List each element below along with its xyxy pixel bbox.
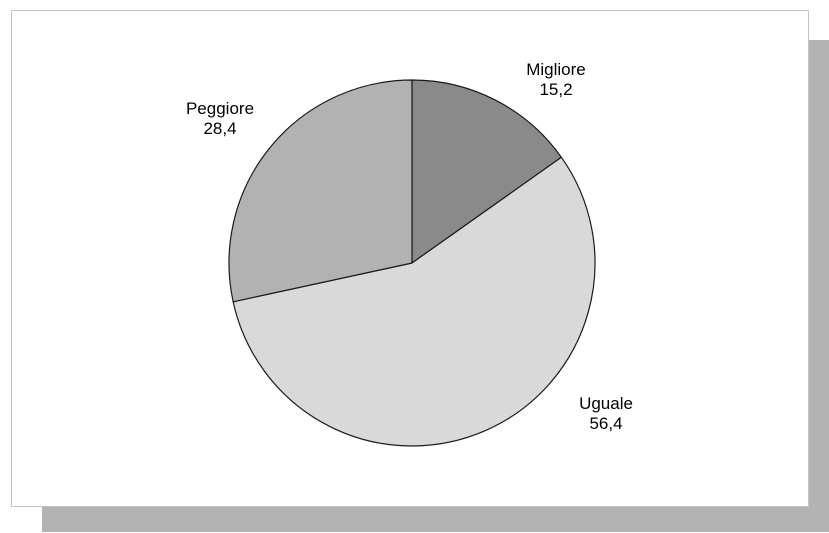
slice-value-peggiore: 28,4 <box>203 119 236 138</box>
slice-label-uguale: Uguale <box>579 394 633 413</box>
pie-slices <box>228 79 596 447</box>
label-migliore: Migliore 15,2 <box>526 60 586 99</box>
slice-value-migliore: 15,2 <box>539 80 572 99</box>
pie-slice-peggiore <box>228 79 413 303</box>
slice-value-uguale: 56,4 <box>589 414 622 433</box>
label-peggiore: Peggiore 28,4 <box>186 99 254 138</box>
pie-slice-migliore <box>411 79 562 264</box>
slice-label-peggiore: Peggiore <box>186 99 254 118</box>
pie-slice-uguale <box>232 156 596 447</box>
slice-label-migliore: Migliore <box>526 60 586 79</box>
label-uguale: Uguale 56,4 <box>579 394 633 433</box>
